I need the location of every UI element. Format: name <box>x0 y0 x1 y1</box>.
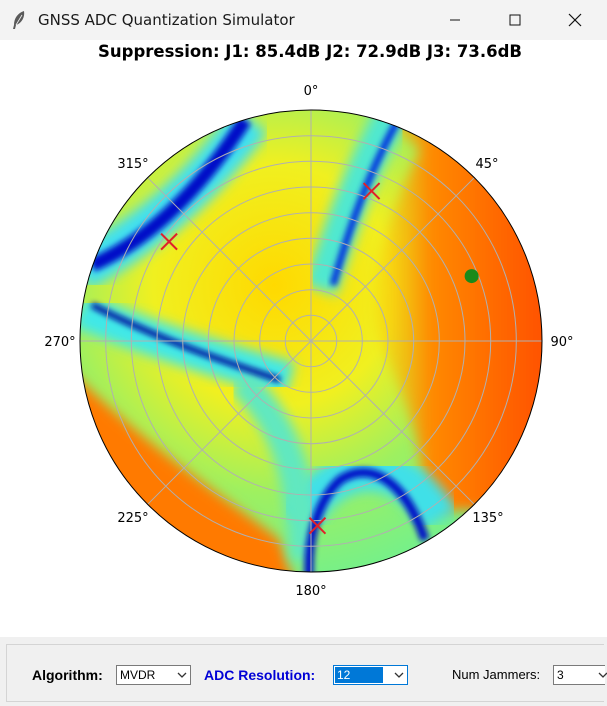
angle-label-225: 225° <box>117 511 148 526</box>
chevron-down-icon <box>177 672 187 678</box>
num-jammers-label: Num Jammers: <box>452 667 541 682</box>
num-jammers-value: 3 <box>557 668 564 682</box>
close-icon <box>568 13 582 27</box>
jammer-marker-j3 <box>308 516 327 535</box>
adc-resolution-label: ADC Resolution: <box>204 667 316 683</box>
angle-label-180: 180° <box>295 584 326 599</box>
minimize-button[interactable] <box>425 0 485 40</box>
num-jammers-select[interactable]: 3 <box>553 665 607 685</box>
jammer-marker-j2 <box>160 232 178 251</box>
angle-label-45: 45° <box>475 157 498 172</box>
angle-label-135: 135° <box>472 511 503 526</box>
suppression-summary: Suppression: J1: 85.4dB J2: 72.9dB J3: 7… <box>98 42 522 61</box>
title-bar[interactable]: GNSS ADC Quantization Simulator <box>0 0 607 40</box>
algorithm-value: MVDR <box>120 668 156 682</box>
satellite-marker <box>464 269 479 284</box>
window-title: GNSS ADC Quantization Simulator <box>38 11 295 29</box>
angle-label-0: 0° <box>304 84 319 99</box>
algorithm-label: Algorithm: <box>32 667 103 683</box>
angle-label-315: 315° <box>117 157 148 172</box>
beam-pattern-polar-plot: 0° 45° 90° 135° 180° 225° 270° 315° <box>44 84 573 599</box>
angle-label-270: 270° <box>44 335 75 350</box>
adc-resolution-value: 12 <box>335 667 383 683</box>
algorithm-select[interactable]: MVDR <box>116 665 191 685</box>
polar-outline <box>79 109 543 573</box>
markers-layer <box>160 182 479 535</box>
controls-frame: Algorithm: MVDR ADC Resolution: 12 Num J… <box>6 644 607 702</box>
minimize-icon <box>450 19 460 21</box>
controls-panel: Algorithm: MVDR ADC Resolution: 12 Num J… <box>0 637 607 706</box>
maximize-button[interactable] <box>485 0 545 40</box>
polar-grid <box>80 110 542 572</box>
adc-resolution-select[interactable]: 12 <box>333 665 408 685</box>
angle-label-90: 90° <box>550 335 573 350</box>
chevron-down-icon <box>394 672 404 678</box>
polar-plot-area: Suppression: J1: 85.4dB J2: 72.9dB J3: 7… <box>0 40 607 637</box>
feather-icon <box>13 11 25 29</box>
close-button[interactable] <box>545 0 605 40</box>
chevron-down-icon <box>598 672 607 678</box>
maximize-icon <box>509 14 521 26</box>
jammer-marker-j1 <box>362 182 381 200</box>
